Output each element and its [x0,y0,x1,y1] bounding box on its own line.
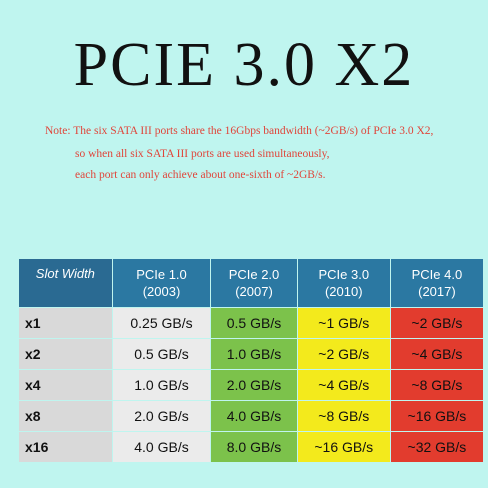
column-header: PCIe 4.0 (2017) [389,258,485,308]
table-cell: x1 [18,307,113,339]
column-header: Slot Width [18,258,113,308]
table-row: x2 0.5 GB/s 1.0 GB/s ~2 GB/s ~4 GB/s [18,338,485,370]
header-row: Slot Width PCIe 1.0 (2003) PCIe 2.0 (2007) PC… [18,258,485,308]
note-line: Note: The six SATA III ports share the 1… [45,125,434,137]
header-text: (2003) [142,284,181,299]
table-cell: 4.0 GB/s [210,400,298,432]
table-cell: x2 [18,338,113,370]
header-text: (2007) [235,284,273,299]
column-header: PCIe 3.0 (2010) [296,258,391,308]
table-cell: ~4 GB/s [296,369,391,401]
table-cell: ~1 GB/s [296,307,391,339]
note-line: each port can only achieve about one-six… [75,169,326,181]
table-cell: 1.0 GB/s [210,338,298,370]
bandwidth-table: Slot Width PCIe 1.0 (2003) PCIe 2.0 (2007) PC… [18,258,485,463]
table-cell: ~32 GB/s [389,431,485,463]
table-cell: ~2 GB/s [296,338,391,370]
table-cell: ~2 GB/s [389,307,485,339]
table-cell: x8 [18,400,113,432]
header-text: (2017) [418,284,456,299]
title: PCIE 3.0 X2 [73,31,415,99]
table-cell: 0.5 GB/s [111,338,212,370]
table-cell: ~4 GB/s [389,338,485,370]
table-cell: 8.0 GB/s [210,431,298,463]
table-cell: x16 [18,431,113,463]
table-cell: 2.0 GB/s [210,369,298,401]
table-cell: x4 [18,369,113,401]
table-row: x4 1.0 GB/s 2.0 GB/s ~4 GB/s ~8 GB/s [18,369,485,401]
column-header: PCIe 1.0 (2003) [111,258,212,308]
header-text: Slot Width [35,266,95,281]
table-cell: 4.0 GB/s [111,431,212,463]
table-cell: ~16 GB/s [296,431,391,463]
table-row: x8 2.0 GB/s 4.0 GB/s ~8 GB/s ~16 GB/s [18,400,485,432]
table-cell: 2.0 GB/s [111,400,212,432]
column-header: PCIe 2.0 (2007) [210,258,298,308]
table-cell: 0.5 GB/s [210,307,298,339]
header-text: PCIe 4.0 [411,267,463,282]
header-text: PCIe 2.0 [228,267,280,282]
table-cell: ~16 GB/s [389,400,485,432]
table-cell: ~8 GB/s [389,369,485,401]
header-text: (2010) [324,284,363,299]
table-row: x1 0.25 GB/s 0.5 GB/s ~1 GB/s ~2 GB/s [18,307,485,339]
table-row: x16 4.0 GB/s 8.0 GB/s ~16 GB/s ~32 GB/s [18,431,485,463]
header-text: PCIe 3.0 [318,267,370,282]
note-line: so when all six SATA III ports are used … [75,148,330,160]
table-cell: ~8 GB/s [296,400,391,432]
table-cell: 1.0 GB/s [111,369,212,401]
table-cell: 0.25 GB/s [111,307,212,339]
header-text: PCIe 1.0 [136,267,187,282]
